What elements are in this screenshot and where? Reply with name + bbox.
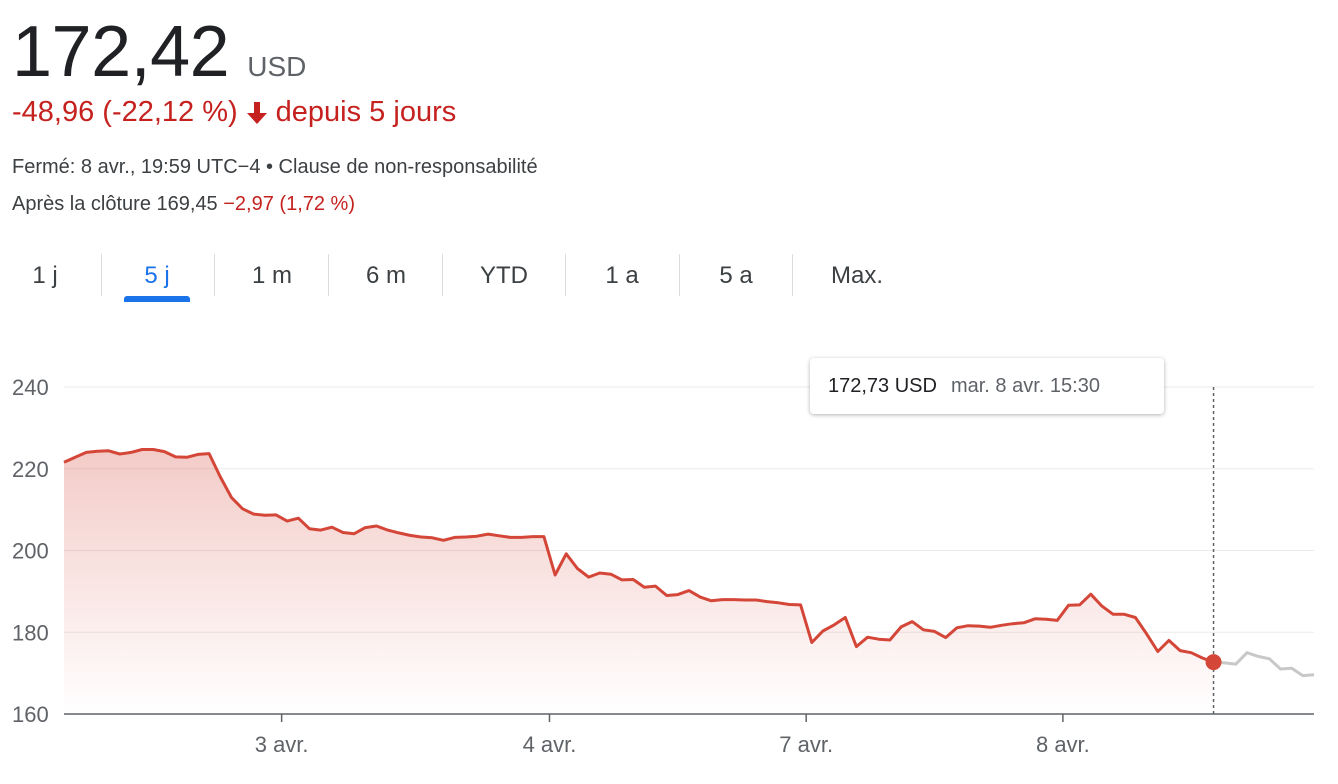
y-tick-label: 220 bbox=[12, 457, 49, 482]
tab-1-month[interactable]: 1 m bbox=[251, 262, 292, 289]
after-hours-change: −2,97 (1,72 %) bbox=[223, 193, 355, 215]
tab-divider bbox=[792, 254, 793, 296]
tab-divider bbox=[565, 254, 566, 296]
x-tick-label: 4 avr. bbox=[523, 732, 577, 757]
tooltip-value: 172,73 USD bbox=[828, 374, 937, 397]
after-hours-price: Après la clôture 169,45 bbox=[12, 193, 218, 215]
closed-info: Fermé: 8 avr., 19:59 UTC−4 • Clause de n… bbox=[12, 156, 538, 178]
tab-1-year[interactable]: 1 a bbox=[605, 262, 639, 289]
after-hours-info: Après la clôture 169,45 −2,97 (1,72 %) bbox=[12, 193, 355, 216]
x-tick-label: 7 avr. bbox=[779, 732, 833, 757]
tab-ytd[interactable]: YTD bbox=[480, 262, 528, 289]
tab-divider bbox=[101, 254, 102, 296]
arrow-down-icon bbox=[246, 100, 268, 126]
y-tick-label: 160 bbox=[12, 702, 49, 727]
tab-divider bbox=[214, 254, 215, 296]
current-price: 172,42 bbox=[12, 12, 230, 92]
x-tick-label: 3 avr. bbox=[255, 732, 309, 757]
y-tick-label: 200 bbox=[12, 539, 49, 564]
price-line bbox=[63, 448, 1215, 664]
tab-5-years[interactable]: 5 a bbox=[719, 262, 753, 289]
y-tick-label: 240 bbox=[12, 375, 49, 400]
x-tick-label: 8 avr. bbox=[1036, 732, 1090, 757]
active-tab-indicator bbox=[124, 296, 190, 302]
tooltip-time: mar. 8 avr. 15:30 bbox=[950, 374, 1100, 397]
hover-tooltip: 172,73 USD mar. 8 avr. 15:30 bbox=[810, 358, 1164, 414]
tab-6-months[interactable]: 6 m bbox=[365, 262, 406, 289]
tab-divider bbox=[328, 254, 329, 296]
currency-label: USD bbox=[247, 51, 307, 82]
price-area-fill bbox=[64, 449, 1214, 714]
price-chart[interactable]: 240 220 200 180 160 3 avr. 4 avr. 7 avr. 8 avr. bbox=[0, 330, 1338, 784]
tab-1-day[interactable]: 1 j bbox=[32, 262, 58, 289]
change-period: depuis 5 jours bbox=[275, 96, 457, 128]
range-tabs: 1 j 5 j 1 m 6 m YTD 1 a 5 a Max. bbox=[0, 248, 920, 308]
after-hours-line bbox=[1213, 651, 1315, 678]
price-change: -48,96 (-22,12 %) depuis 5 jours bbox=[12, 96, 456, 129]
tab-max[interactable]: Max. bbox=[830, 262, 883, 289]
tab-divider bbox=[679, 254, 680, 296]
tab-divider bbox=[442, 254, 443, 296]
change-value: -48,96 (-22,12 %) bbox=[12, 96, 238, 128]
tab-5-days[interactable]: 5 j bbox=[144, 262, 170, 289]
hover-point bbox=[1205, 654, 1222, 671]
y-tick-label: 180 bbox=[12, 620, 49, 645]
quote-header: 172,42 USD bbox=[12, 10, 306, 94]
